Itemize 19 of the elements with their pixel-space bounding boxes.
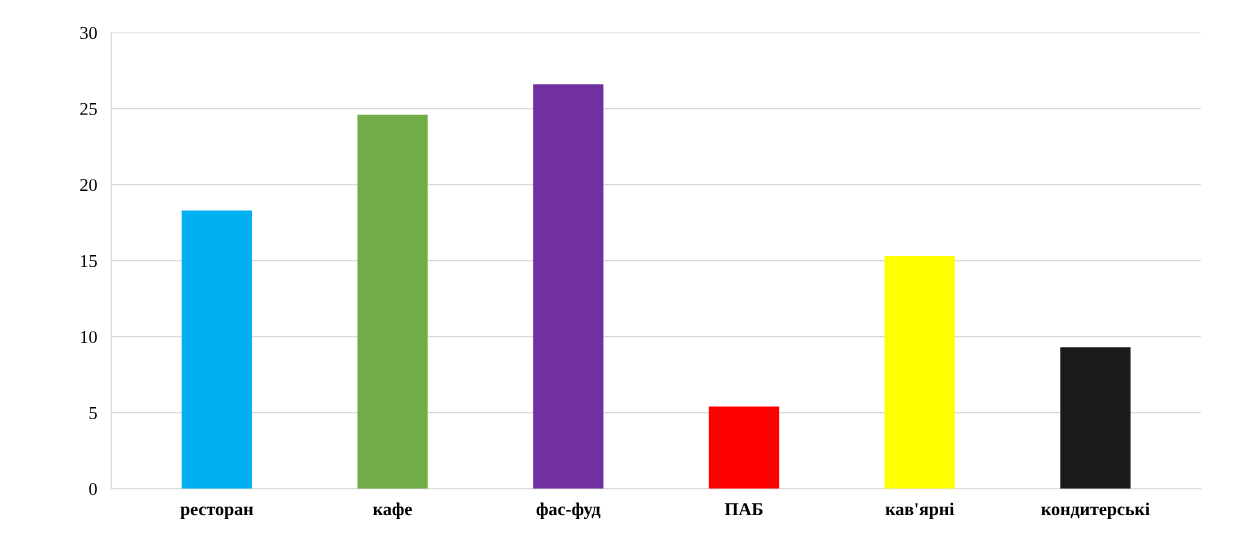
y-tick-label: 10 [81, 330, 97, 344]
x-tick-label: кафе [373, 502, 412, 519]
x-tick-label: кав'ярні [885, 502, 955, 519]
bar [533, 84, 604, 489]
x-tick-label: кондитерські [1041, 502, 1150, 519]
y-tick-label: 20 [80, 178, 97, 192]
bar [181, 210, 252, 489]
y-tick-label: 5 [89, 407, 97, 420]
bar [708, 406, 780, 489]
bar [357, 114, 428, 489]
x-tick-label: ресторан [180, 506, 254, 519]
x-tick-label: фас-фуд [536, 502, 601, 520]
x-tick-label: ПАБ [724, 503, 763, 516]
bar [1060, 347, 1131, 489]
bar [884, 256, 955, 489]
y-tick-label: 0 [89, 482, 97, 496]
y-tick-label: 15 [81, 254, 97, 268]
y-tick-label: 25 [80, 102, 97, 116]
y-tick-label: 30 [80, 26, 97, 40]
